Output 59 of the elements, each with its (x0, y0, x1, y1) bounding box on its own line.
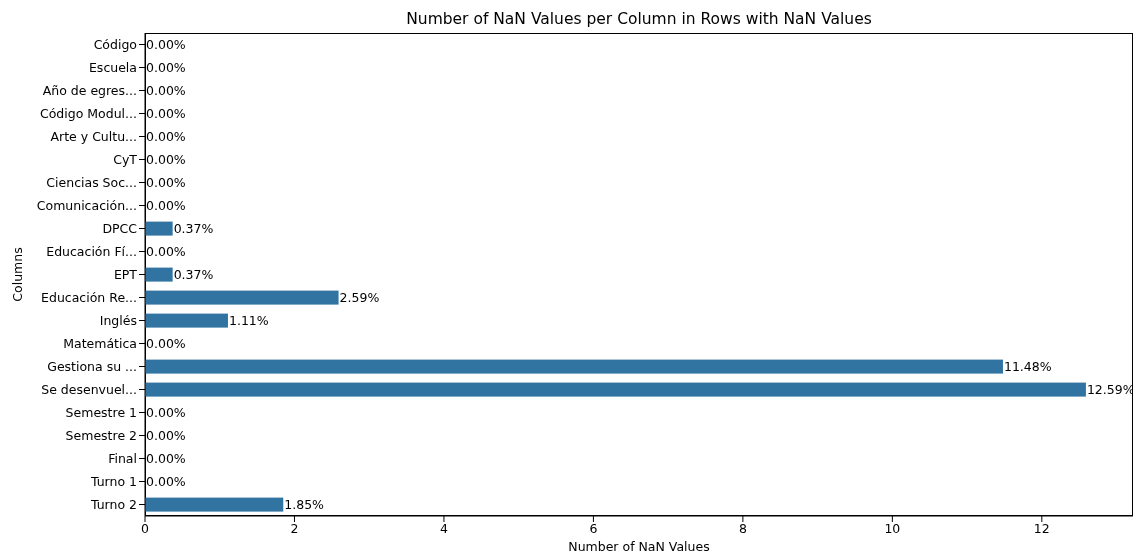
y-tick-label: Turno 2 (89, 496, 137, 512)
x-tick-label: 8 (738, 520, 747, 536)
y-tick-label: Código (93, 36, 137, 52)
data-label: 0.00% (146, 152, 186, 168)
bar (145, 267, 173, 282)
data-label: 0.00% (146, 198, 186, 214)
data-label: 11.48% (1003, 359, 1052, 375)
data-label: 2.59% (339, 290, 380, 306)
x-axis-title: Number of NaN Values (568, 539, 710, 554)
y-tick-label: EPT (113, 266, 138, 282)
y-tick-label: Semestre 2 (65, 427, 137, 443)
data-label: 1.85% (284, 497, 325, 513)
bar (145, 290, 339, 305)
bar (145, 221, 173, 236)
data-label: 0.00% (146, 405, 186, 421)
x-tick-label: 2 (290, 520, 299, 536)
data-label: 0.00% (146, 428, 186, 444)
y-tick-label: Se desenvuel... (41, 381, 137, 397)
y-tick-label: Arte y Cultu... (50, 128, 137, 144)
data-label: 0.00% (146, 451, 186, 467)
y-tick-label: Matemática (63, 335, 137, 351)
x-tick-label: 12 (1033, 520, 1050, 536)
data-label: 0.00% (146, 474, 186, 490)
y-axis-title: Columns (10, 247, 26, 302)
data-label: 1.11% (228, 313, 269, 329)
data-label: 0.00% (146, 175, 186, 191)
bar (145, 359, 1003, 374)
data-label: 0.00% (146, 106, 186, 122)
data-label: 0.00% (146, 37, 186, 53)
y-tick-label: Escuela (88, 59, 137, 75)
data-label: 0.00% (146, 244, 186, 260)
x-tick-label: 0 (141, 520, 150, 536)
y-tick-label: Final (108, 450, 137, 466)
x-tick-label: 4 (439, 520, 448, 536)
y-tick-label: Comunicación... (36, 197, 137, 213)
data-label: 0.00% (146, 83, 186, 99)
y-tick-label: Turno 1 (89, 473, 137, 489)
bar (145, 313, 228, 328)
y-tick-label: Ciencias Soc... (46, 174, 137, 190)
y-tick-label: CyT (113, 151, 138, 167)
chart-title: Number of NaN Values per Column in Rows with NaN Values (405, 10, 873, 28)
y-tick-label: Inglés (99, 312, 137, 328)
y-tick-label: Semestre 1 (65, 404, 137, 420)
data-label: 0.00% (146, 60, 186, 76)
y-tick-label: Educación Fí... (46, 243, 137, 259)
bar (145, 497, 284, 512)
bar (145, 382, 1086, 397)
y-tick-label: Año de egres... (42, 82, 137, 98)
y-tick-label: Educación Re... (41, 289, 137, 305)
x-tick-label: 10 (884, 520, 901, 536)
data-label: 0.37% (173, 267, 214, 283)
y-tick-label: DPCC (102, 220, 138, 236)
data-label: 0.37% (173, 221, 214, 237)
x-tick-label: 6 (589, 520, 598, 536)
data-label: 0.00% (146, 129, 186, 145)
y-tick-label: Código Modul... (39, 105, 137, 121)
data-label: 0.00% (146, 336, 186, 352)
y-tick-label: Gestiona su ... (47, 358, 137, 374)
data-label: 12.59% (1086, 382, 1135, 398)
